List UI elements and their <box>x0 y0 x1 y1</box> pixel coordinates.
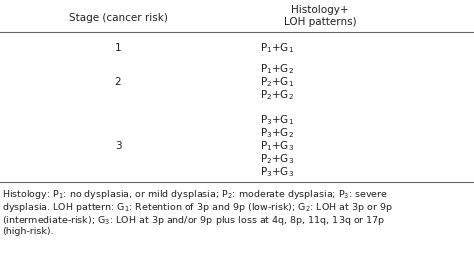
Text: Stage (cancer risk): Stage (cancer risk) <box>69 13 167 23</box>
Text: P$_3$+G$_3$: P$_3$+G$_3$ <box>260 165 294 179</box>
Text: (intermediate-risk); G$_3$: LOH at 3p and/or 9p plus loss at 4q, 8p, 11q, 13q or: (intermediate-risk); G$_3$: LOH at 3p an… <box>2 214 385 227</box>
Text: P$_3$+G$_2$: P$_3$+G$_2$ <box>260 126 294 140</box>
Text: 2: 2 <box>115 77 121 87</box>
Text: dysplasia. LOH pattern: G$_1$: Retention of 3p and 9p (low-risk); G$_2$: LOH at : dysplasia. LOH pattern: G$_1$: Retention… <box>2 201 393 214</box>
Text: P$_1$+G$_2$: P$_1$+G$_2$ <box>260 62 294 76</box>
Text: LOH patterns): LOH patterns) <box>283 17 356 27</box>
Text: (high-risk).: (high-risk). <box>2 227 54 236</box>
Text: Histology: P$_1$: no dysplasia, or mild dysplasia; P$_2$: moderate dysplasia; P$: Histology: P$_1$: no dysplasia, or mild … <box>2 188 388 201</box>
Text: P$_2$+G$_3$: P$_2$+G$_3$ <box>260 152 294 166</box>
Text: 1: 1 <box>115 43 121 53</box>
Text: P$_2$+G$_1$: P$_2$+G$_1$ <box>260 75 294 89</box>
Text: P$_1$+G$_3$: P$_1$+G$_3$ <box>260 139 294 153</box>
Text: Histology+: Histology+ <box>291 5 349 15</box>
Text: P$_3$+G$_1$: P$_3$+G$_1$ <box>260 113 294 127</box>
Text: 3: 3 <box>115 141 121 151</box>
Text: P$_1$+G$_1$: P$_1$+G$_1$ <box>260 41 294 55</box>
Text: P$_2$+G$_2$: P$_2$+G$_2$ <box>260 88 294 102</box>
